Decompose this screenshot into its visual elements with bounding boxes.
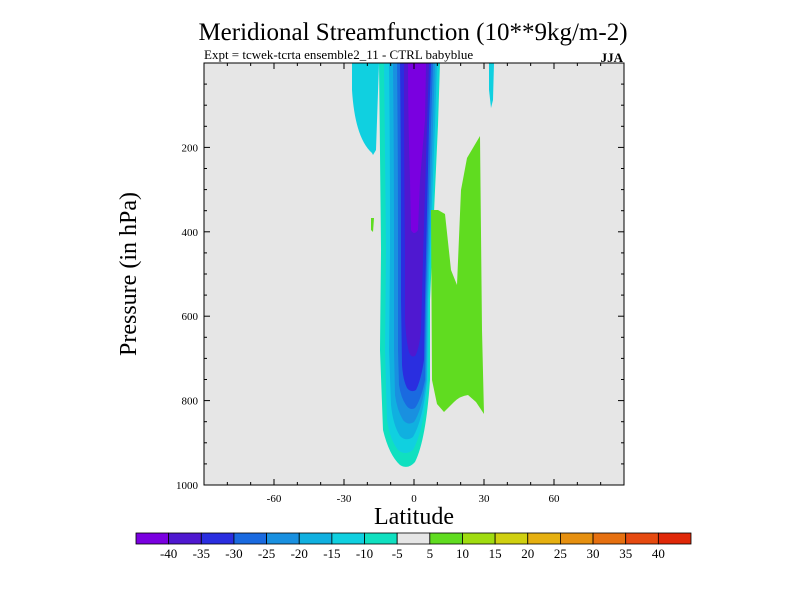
y-tick-label: 800 xyxy=(182,396,199,408)
x-tick-label: 0 xyxy=(411,493,417,505)
colorbar-swatch xyxy=(396,532,431,545)
y-tick-label: 400 xyxy=(182,227,199,239)
contour-layer xyxy=(352,63,494,467)
colorbar-label: -30 xyxy=(225,546,242,561)
contour-positive-cell xyxy=(431,136,484,414)
colorbar-label: -5 xyxy=(392,546,403,561)
colorbar-swatch xyxy=(298,532,333,545)
colorbar-swatch xyxy=(168,532,202,545)
y-axis-label: Pressure (in hPa) xyxy=(116,192,142,356)
colorbar-swatch xyxy=(200,532,235,545)
colorbar-swatch xyxy=(657,532,692,545)
season-label: JJA xyxy=(601,50,624,65)
colorbar-label: 5 xyxy=(427,546,434,561)
colorbar-label: 35 xyxy=(619,546,632,561)
colorbar-swatch xyxy=(494,532,529,545)
chart-subtitle: Expt = tcwek-tcrta ensemble2_11 - CTRL b… xyxy=(204,47,473,62)
colorbar-swatch xyxy=(429,532,463,545)
colorbar-label: 25 xyxy=(554,546,567,561)
x-tick-label: 60 xyxy=(549,493,561,505)
colorbar-label: 30 xyxy=(587,546,600,561)
x-tick-label: -30 xyxy=(337,493,352,505)
x-tick-labels: -60 -30 0 30 60 xyxy=(267,493,560,505)
colorbar-label: -10 xyxy=(356,546,373,561)
colorbar-label: -20 xyxy=(291,546,308,561)
colorbar-label: 40 xyxy=(652,546,665,561)
colorbar-label: -35 xyxy=(193,546,210,561)
axis-ticks xyxy=(203,62,625,486)
colorbar-label: 10 xyxy=(456,546,469,561)
colorbar-swatch xyxy=(331,532,365,545)
colorbar-swatch xyxy=(462,532,496,545)
y-tick-label: 1000 xyxy=(176,480,199,492)
y-tick-labels: 200 400 600 800 1000 xyxy=(176,142,199,492)
x-tick-label: 30 xyxy=(479,493,491,505)
colorbar-swatch xyxy=(266,532,300,545)
y-tick-label: 600 xyxy=(182,311,199,323)
colorbar-swatch xyxy=(592,532,627,545)
colorbar-swatch xyxy=(560,532,594,545)
colorbar-label: -25 xyxy=(258,546,275,561)
colorbar-swatch xyxy=(135,532,170,545)
colorbar-label: -15 xyxy=(323,546,340,561)
colorbar-swatch xyxy=(364,532,398,545)
colorbar xyxy=(135,532,692,545)
y-tick-label: 200 xyxy=(182,142,199,154)
contour-upper-negative-lobe xyxy=(352,63,379,155)
chart-title: Meridional Streamfunction (10**9kg/m-2) xyxy=(198,19,627,46)
colorbar-labels: -40 -35 -30 -25 -20 -15 -10 -5 5 10 15 20 25 30 35 40 xyxy=(160,546,665,561)
x-axis-label: Latitude xyxy=(374,504,454,530)
colorbar-label: 20 xyxy=(521,546,534,561)
colorbar-swatch xyxy=(233,532,267,545)
contour-strong-negative-3 xyxy=(408,63,426,233)
colorbar-swatch xyxy=(527,532,561,545)
colorbar-swatch xyxy=(625,532,659,545)
colorbar-label: 15 xyxy=(489,546,502,561)
contour-upper-right-patch xyxy=(489,63,494,108)
x-tick-label: -60 xyxy=(267,493,282,505)
colorbar-label: -40 xyxy=(160,546,177,561)
contour-small-negative-patch xyxy=(371,218,374,232)
